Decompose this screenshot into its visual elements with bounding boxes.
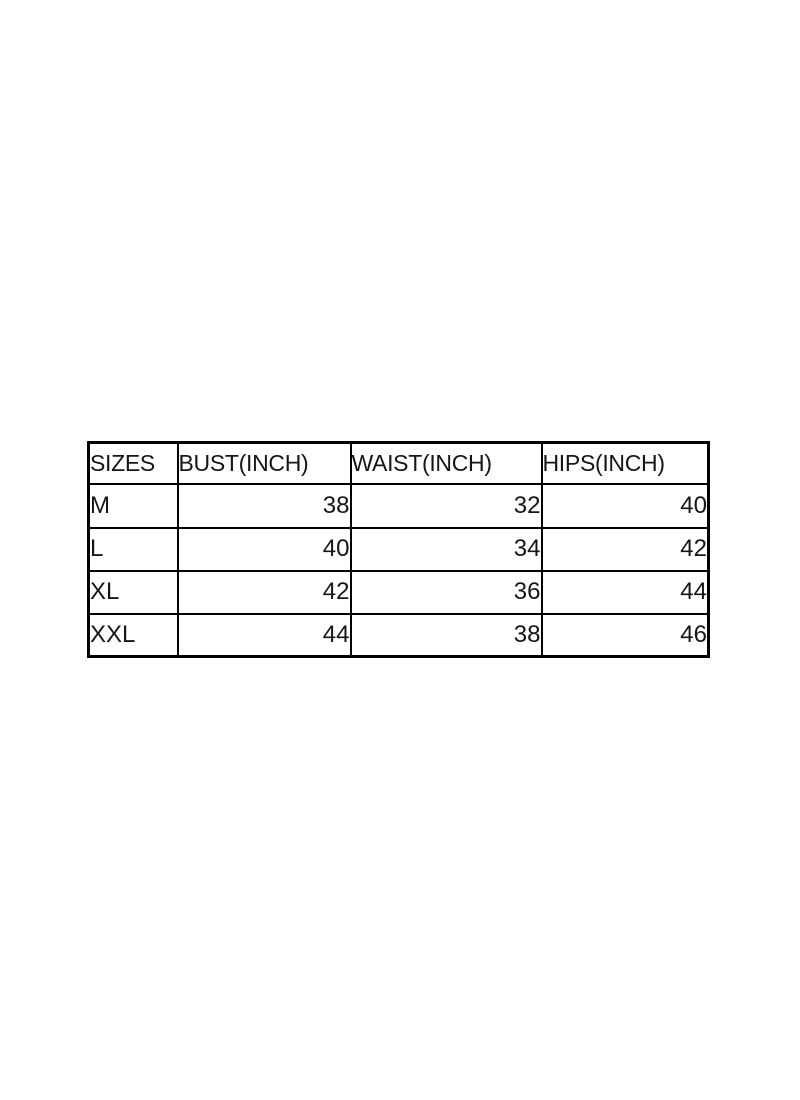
hips-value-cell: 44: [540, 569, 710, 615]
bust-value-cell: 42: [176, 569, 352, 615]
size-label-cell: XXL: [87, 612, 179, 658]
table-row-xl: XL 42 36 44: [87, 569, 710, 615]
bust-value-cell: 40: [176, 526, 352, 572]
table-row-xxl: XXL 44 38 46: [87, 612, 710, 658]
bust-value-cell: 44: [176, 612, 352, 658]
waist-value-cell: 34: [349, 526, 543, 572]
size-chart-table: SIZES BUST(INCH) WAIST(INCH) HIPS(INCH) …: [87, 441, 710, 658]
hips-value-cell: 40: [540, 482, 710, 529]
waist-value-cell: 32: [349, 482, 543, 529]
hips-value-cell: 42: [540, 526, 710, 572]
size-label-cell: M: [87, 482, 179, 529]
header-cell-sizes: SIZES: [87, 441, 179, 485]
header-row: SIZES BUST(INCH) WAIST(INCH) HIPS(INCH): [87, 441, 710, 485]
bust-value-cell: 38: [176, 482, 352, 529]
table-row-l: L 40 34 42: [87, 526, 710, 572]
hips-value-cell: 46: [540, 612, 710, 658]
size-label-cell: L: [87, 526, 179, 572]
header-cell-bust: BUST(INCH): [176, 441, 352, 485]
header-cell-waist: WAIST(INCH): [349, 441, 543, 485]
header-cell-hips: HIPS(INCH): [540, 441, 710, 485]
waist-value-cell: 38: [349, 612, 543, 658]
table-row-m: M 38 32 40: [87, 482, 710, 529]
waist-value-cell: 36: [349, 569, 543, 615]
size-label-cell: XL: [87, 569, 179, 615]
